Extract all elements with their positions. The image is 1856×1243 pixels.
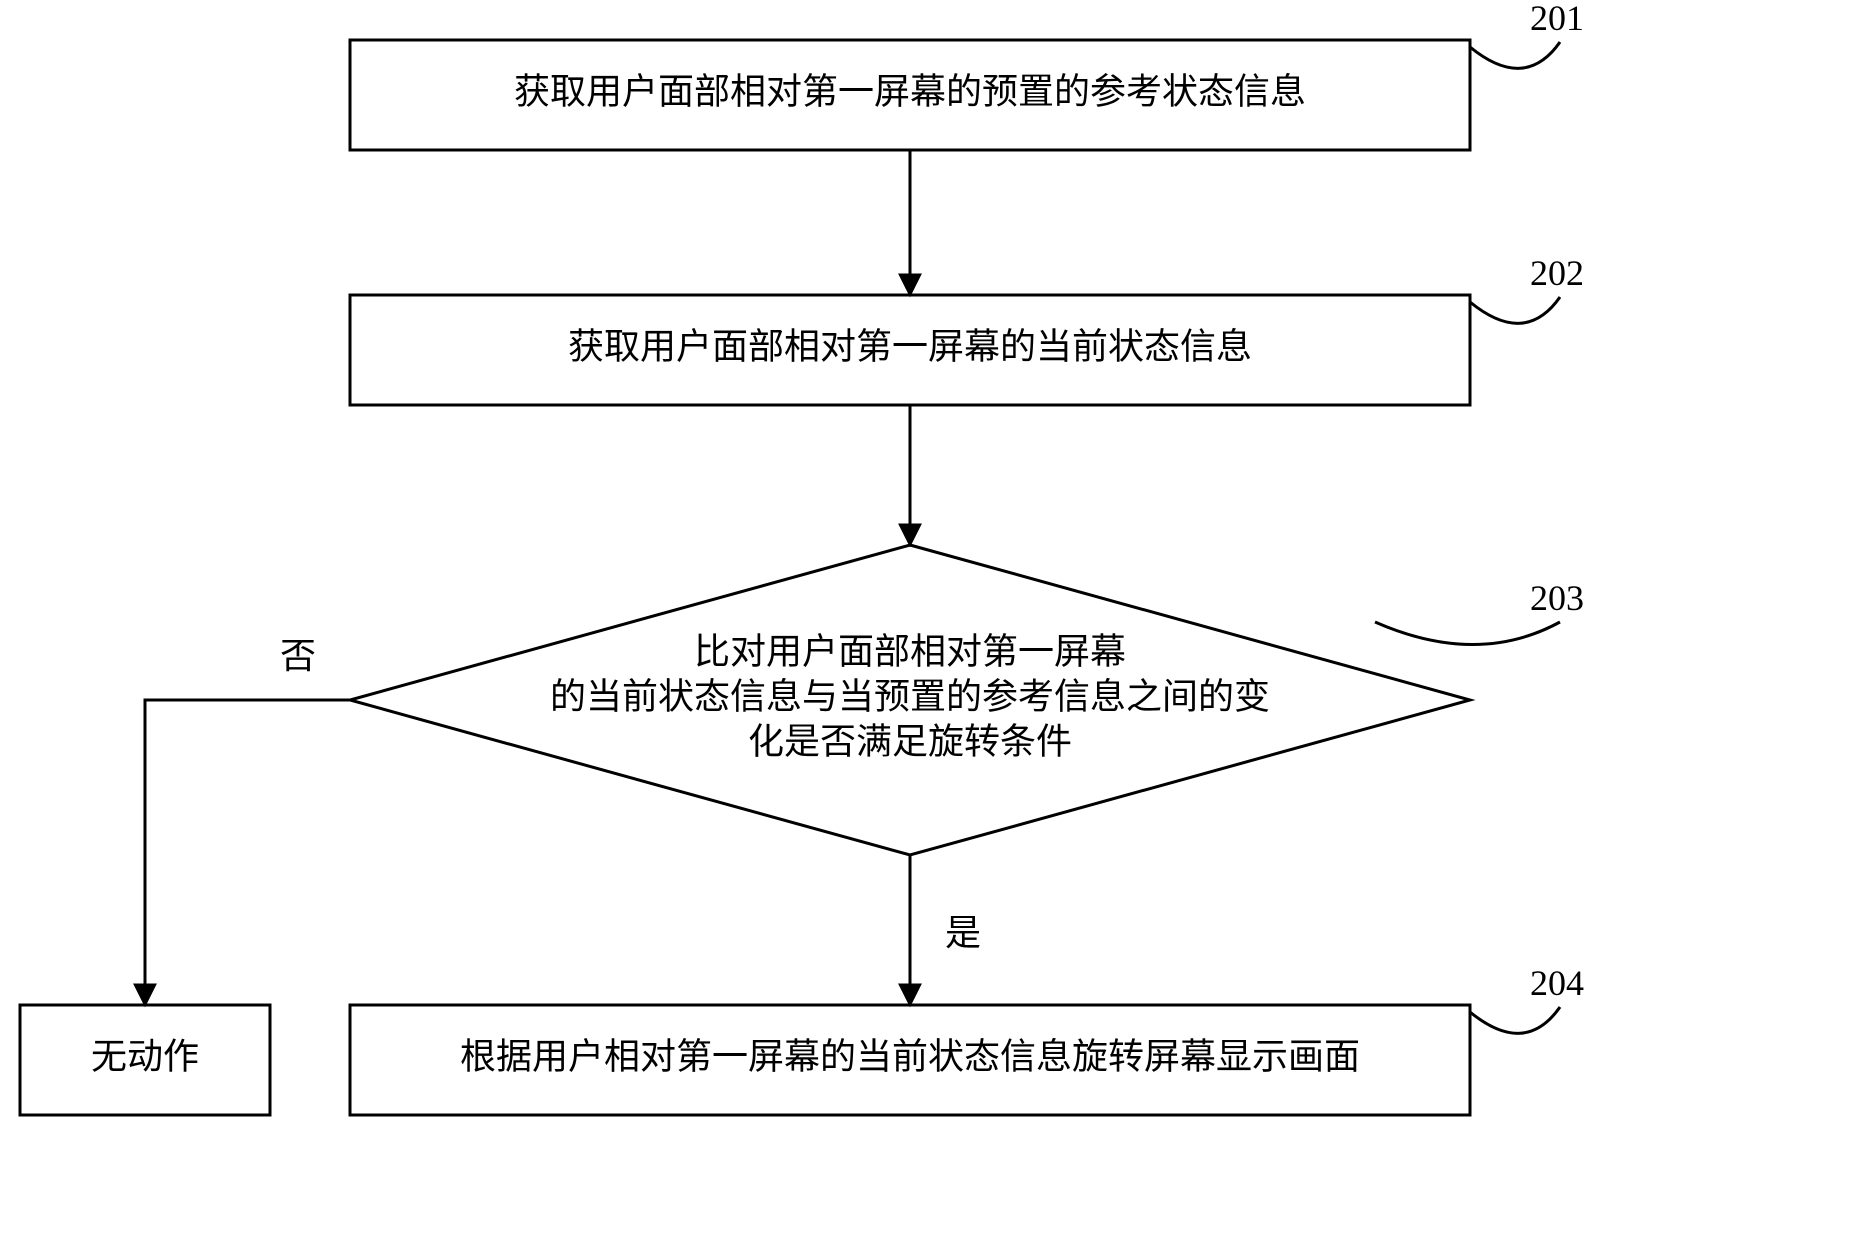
edge-3 xyxy=(145,700,350,1005)
svg-text:化是否满足旋转条件: 化是否满足旋转条件 xyxy=(748,721,1072,761)
svg-text:204: 204 xyxy=(1530,963,1584,1003)
svg-text:202: 202 xyxy=(1530,253,1584,293)
node-step204: 根据用户相对第一屏幕的当前状态信息旋转屏幕显示画面 xyxy=(350,1005,1470,1115)
svg-text:根据用户相对第一屏幕的当前状态信息旋转屏幕显示画面: 根据用户相对第一屏幕的当前状态信息旋转屏幕显示画面 xyxy=(460,1036,1360,1076)
edge-label-2: 是 xyxy=(945,913,981,953)
svg-text:的当前状态信息与当预置的参考信息之间的变: 的当前状态信息与当预置的参考信息之间的变 xyxy=(550,676,1270,716)
svg-text:比对用户面部相对第一屏幕: 比对用户面部相对第一屏幕 xyxy=(694,631,1126,671)
svg-text:201: 201 xyxy=(1530,0,1584,38)
node-decision203: 比对用户面部相对第一屏幕的当前状态信息与当预置的参考信息之间的变化是否满足旋转条… xyxy=(350,545,1470,855)
node-step201: 获取用户面部相对第一屏幕的预置的参考状态信息 xyxy=(350,40,1470,150)
node-step202: 获取用户面部相对第一屏幕的当前状态信息 xyxy=(350,295,1470,405)
svg-text:203: 203 xyxy=(1530,578,1584,618)
svg-text:获取用户面部相对第一屏幕的预置的参考状态信息: 获取用户面部相对第一屏幕的预置的参考状态信息 xyxy=(514,71,1306,111)
edge-label-3: 否 xyxy=(280,636,316,676)
svg-text:无动作: 无动作 xyxy=(91,1036,199,1076)
node-noop: 无动作 xyxy=(20,1005,270,1115)
svg-text:获取用户面部相对第一屏幕的当前状态信息: 获取用户面部相对第一屏幕的当前状态信息 xyxy=(568,326,1252,366)
